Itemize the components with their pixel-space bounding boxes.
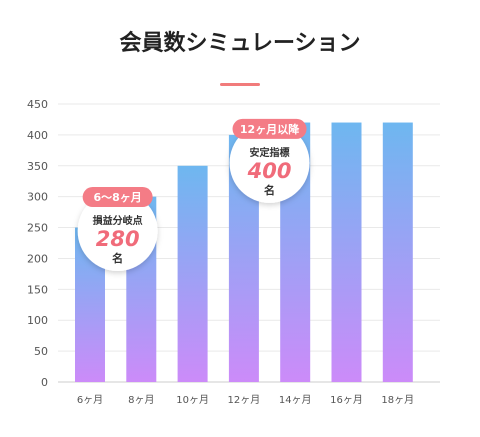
- x-tick-label: 8ヶ月: [128, 394, 154, 406]
- bar-16ヶ月: [331, 122, 362, 383]
- y-tick-label: 0: [41, 376, 48, 389]
- y-tick-label: 400: [27, 129, 48, 142]
- callout-label: 12ヶ月以降: [240, 122, 300, 136]
- callout-label: 6〜8ヶ月: [93, 191, 141, 204]
- y-tick-label: 300: [27, 191, 48, 204]
- x-tick-label: 18ヶ月: [381, 394, 414, 406]
- callout-value: 280: [96, 227, 140, 251]
- callout-caption: 損益分岐点: [93, 214, 143, 227]
- callout-circle: [77, 191, 158, 272]
- y-tick-label: 450: [27, 98, 48, 111]
- callout-value: 400: [247, 159, 292, 183]
- bar-18ヶ月: [382, 122, 413, 383]
- callout-unit: 名: [264, 183, 275, 197]
- y-tick-label: 350: [27, 160, 48, 173]
- title-accent-underline: [220, 83, 260, 86]
- callout-circle: [229, 122, 310, 203]
- x-tick-label: 10ヶ月: [176, 394, 209, 406]
- x-tick-label: 16ヶ月: [330, 394, 363, 406]
- bar-10ヶ月: [177, 165, 208, 382]
- y-tick-label: 150: [27, 283, 48, 296]
- x-tick-label: 12ヶ月: [228, 394, 261, 406]
- callout-pill: [232, 118, 307, 139]
- callout-caption: 安定指標: [250, 146, 290, 159]
- y-tick-label: 200: [27, 252, 48, 265]
- x-tick-label: 6ヶ月: [77, 394, 103, 406]
- y-tick-label: 50: [34, 345, 48, 358]
- y-axis-ticks: 0 50 100 150 200 250 300 350 400 450: [27, 98, 48, 389]
- y-tick-label: 100: [27, 314, 48, 327]
- x-tick-label: 14ヶ月: [279, 394, 312, 406]
- callout-unit: 名: [112, 251, 123, 265]
- y-tick-label: 250: [27, 222, 48, 235]
- x-axis-ticks: 6ヶ月 8ヶ月 10ヶ月 12ヶ月 14ヶ月 16ヶ月 18ヶ月: [77, 394, 414, 406]
- chart-title: 会員数シミュレーション: [119, 30, 360, 56]
- callout-pill: [82, 187, 153, 208]
